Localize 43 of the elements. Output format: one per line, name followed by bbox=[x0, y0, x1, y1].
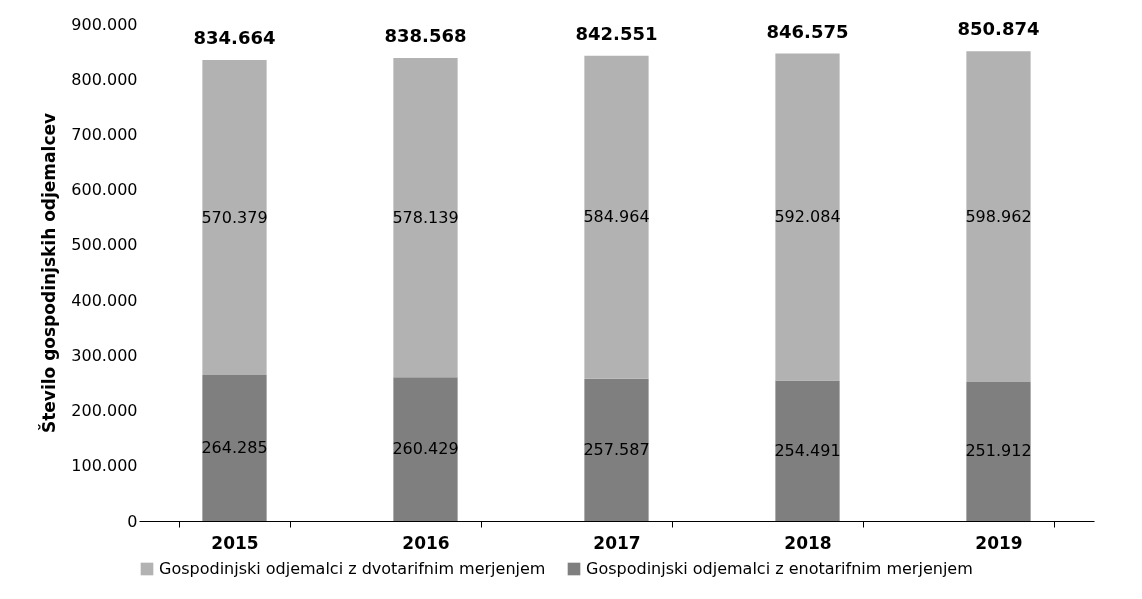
bar bbox=[584, 55, 649, 379]
y-tick-label: 900.000 bbox=[71, 14, 138, 34]
data-label: 570.379 bbox=[201, 207, 268, 227]
y-tick-label: 800.000 bbox=[71, 69, 138, 89]
bar bbox=[775, 53, 840, 381]
total-label: 842.551 bbox=[575, 22, 658, 44]
bar bbox=[202, 60, 267, 376]
y-tick-label: 300.000 bbox=[71, 345, 138, 365]
x-tick-label: 2016 bbox=[402, 532, 450, 553]
data-label: 598.962 bbox=[965, 206, 1032, 226]
total-label: 834.664 bbox=[193, 27, 276, 49]
x-tick-label: 2019 bbox=[975, 532, 1023, 553]
bar bbox=[966, 381, 1031, 521]
bar bbox=[966, 51, 1031, 382]
total-label: 846.575 bbox=[766, 20, 849, 42]
y-tick-label: 200.000 bbox=[71, 401, 138, 421]
bar bbox=[775, 380, 840, 521]
total-label: 838.568 bbox=[384, 24, 467, 46]
bar bbox=[393, 377, 458, 521]
data-label: 254.491 bbox=[774, 440, 841, 460]
data-label: 584.964 bbox=[583, 207, 650, 227]
x-tick-label: 2017 bbox=[593, 532, 641, 553]
y-tick-label: 100.000 bbox=[71, 456, 138, 476]
total-label: 850.874 bbox=[957, 18, 1040, 40]
data-label: 260.429 bbox=[392, 439, 459, 459]
data-label: 251.912 bbox=[965, 441, 1032, 461]
data-label: 592.084 bbox=[774, 206, 841, 226]
y-tick-label: 500.000 bbox=[71, 235, 138, 255]
legend-label: Gospodinjski odjemalci z enotarifnim merjenjem bbox=[586, 559, 973, 578]
bar bbox=[393, 57, 458, 378]
data-label: 578.139 bbox=[392, 207, 459, 227]
y-tick-label: 600.000 bbox=[71, 180, 138, 200]
bar bbox=[584, 378, 649, 521]
bar bbox=[202, 375, 267, 521]
y-axis-title: Število gospodinjskih odjemalcev bbox=[38, 112, 60, 434]
y-tick-label: 0 bbox=[127, 511, 138, 531]
data-label: 257.587 bbox=[583, 439, 650, 459]
x-tick-label: 2018 bbox=[784, 532, 832, 553]
legend-label: Gospodinjski odjemalci z dvotarifnim merjenjem bbox=[159, 559, 546, 578]
x-tick-label: 2015 bbox=[211, 532, 259, 553]
data-label: 264.285 bbox=[201, 438, 268, 458]
y-tick-label: 400.000 bbox=[71, 290, 138, 310]
y-tick-label: 700.000 bbox=[71, 124, 138, 144]
